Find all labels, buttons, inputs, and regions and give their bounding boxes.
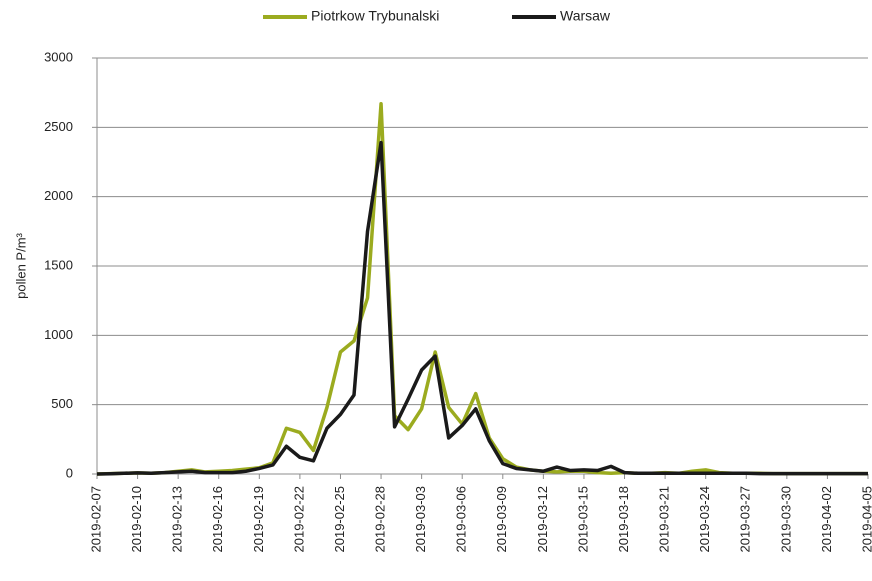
x-tick-label: 2019-02-10: [129, 486, 144, 553]
series-line: [96, 140, 868, 476]
x-tick-label: 2019-03-30: [778, 486, 793, 553]
x-tick-label: 2019-02-13: [170, 486, 185, 553]
y-tick-label: 500: [51, 396, 73, 411]
y-tick-label: 1500: [44, 257, 73, 272]
y-tick-label: 0: [66, 465, 73, 480]
x-tick-label: 2019-04-02: [819, 486, 834, 553]
y-axis-label: pollen P/m³: [13, 232, 28, 298]
legend-label: Piotrkow Trybunalski: [311, 8, 439, 24]
x-tick-label: 2019-02-28: [372, 486, 387, 553]
y-tick-label: 1000: [44, 327, 73, 342]
y-tick-label: 3000: [44, 49, 73, 64]
legend-label: Warsaw: [560, 8, 611, 24]
x-tick-label: 2019-02-25: [332, 486, 347, 553]
x-tick-label: 2019-03-03: [413, 486, 428, 553]
x-tick-label: 2019-03-09: [494, 486, 509, 553]
x-tick-label: 2019-02-19: [251, 486, 266, 553]
x-tick-label: 2019-03-18: [616, 486, 631, 553]
x-tick-label: 2019-03-27: [738, 486, 753, 553]
y-tick-label: 2500: [44, 119, 73, 134]
x-tick-label: 2019-02-16: [210, 486, 225, 553]
y-tick-label: 2000: [44, 188, 73, 203]
x-tick-label: 2019-03-21: [657, 486, 672, 553]
x-tick-label: 2019-02-22: [291, 486, 306, 553]
x-tick-label: 2019-04-05: [859, 486, 872, 553]
x-tick-label: 2019-03-24: [697, 486, 712, 553]
x-tick-label: 2019-02-07: [88, 486, 103, 553]
x-tick-label: 2019-03-15: [575, 486, 590, 553]
series-line: [96, 102, 868, 476]
x-tick-label: 2019-03-06: [454, 486, 469, 553]
x-tick-label: 2019-03-12: [535, 486, 550, 553]
